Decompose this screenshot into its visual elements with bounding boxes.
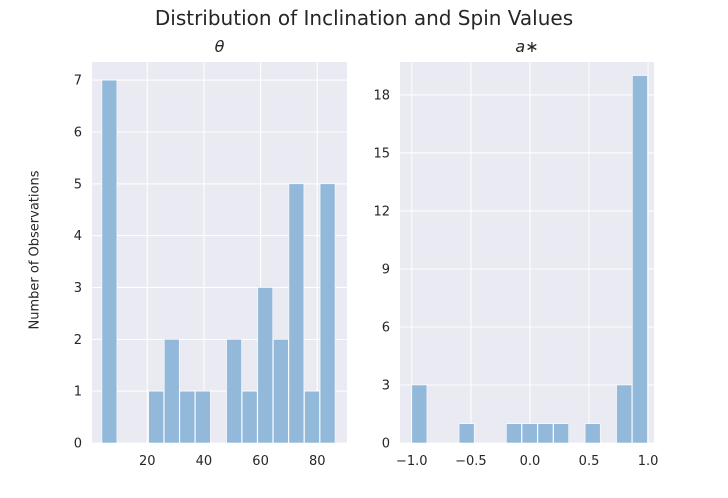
x-tick-label: 20 <box>139 454 156 469</box>
y-tick-label: 0 <box>382 437 390 452</box>
x-tick-label: 0.5 <box>579 454 600 469</box>
histogram-bar <box>148 390 164 444</box>
histogram-bar <box>584 423 601 444</box>
y-tick-label: 5 <box>74 177 82 192</box>
figure-title: Distribution of Inclination and Spin Val… <box>154 6 574 30</box>
subplot-1: 20 40 60 80 0 1 2 3 4 5 6 7 θ <box>74 37 347 469</box>
x-tick-label: 80 <box>309 454 326 469</box>
histogram-bar <box>304 390 320 444</box>
x-tick-label: 40 <box>196 454 213 469</box>
y-tick-label: 0 <box>74 437 82 452</box>
x-tick-label: −0.5 <box>455 454 487 469</box>
histogram-bar <box>101 79 118 444</box>
histogram-bar <box>537 423 554 444</box>
x-tick-label: 1.0 <box>638 454 659 469</box>
histogram-bar <box>226 339 242 444</box>
y-tick-label: 6 <box>74 125 82 140</box>
y-tick-label: 12 <box>373 204 390 219</box>
y-tick-label: 3 <box>74 281 82 296</box>
y-tick-label: 18 <box>373 88 390 103</box>
histogram-bar <box>319 183 336 444</box>
histogram-bar <box>616 384 633 444</box>
histogram-bar <box>506 423 522 444</box>
y-tick-label: 3 <box>382 378 390 393</box>
subplot-title: a∗ <box>515 37 538 56</box>
subplot-title: θ <box>215 37 225 56</box>
histogram-bar <box>257 287 274 444</box>
y-tick-label: 2 <box>74 333 82 348</box>
subplot-2: −1.0 −0.5 0.0 0.5 1.0 0 3 6 9 12 15 18 a∗ <box>373 37 658 469</box>
histogram-bar <box>273 339 289 444</box>
x-tick-label: 60 <box>252 454 269 469</box>
y-tick-label: 6 <box>382 320 390 335</box>
y-tick-label: 1 <box>74 385 82 400</box>
histogram-bar <box>241 390 258 444</box>
plot-area <box>92 62 347 443</box>
y-tick-label: 9 <box>382 262 390 277</box>
histogram-bar <box>411 384 428 444</box>
y-tick-label: 15 <box>373 146 390 161</box>
histogram-bar <box>288 183 305 444</box>
histogram-bar <box>179 390 196 444</box>
x-tick-label: −1.0 <box>396 454 428 469</box>
x-tick-label: 0.0 <box>520 454 541 469</box>
y-tick-label: 7 <box>74 74 82 89</box>
histogram-bar <box>458 423 475 444</box>
histogram-bar <box>163 339 180 444</box>
histogram-bar <box>195 390 211 444</box>
plot-area <box>400 62 654 443</box>
histogram-bar <box>521 423 538 444</box>
histogram-bar <box>632 75 648 444</box>
y-tick-label: 4 <box>74 229 82 244</box>
histogram-bar <box>553 423 569 444</box>
